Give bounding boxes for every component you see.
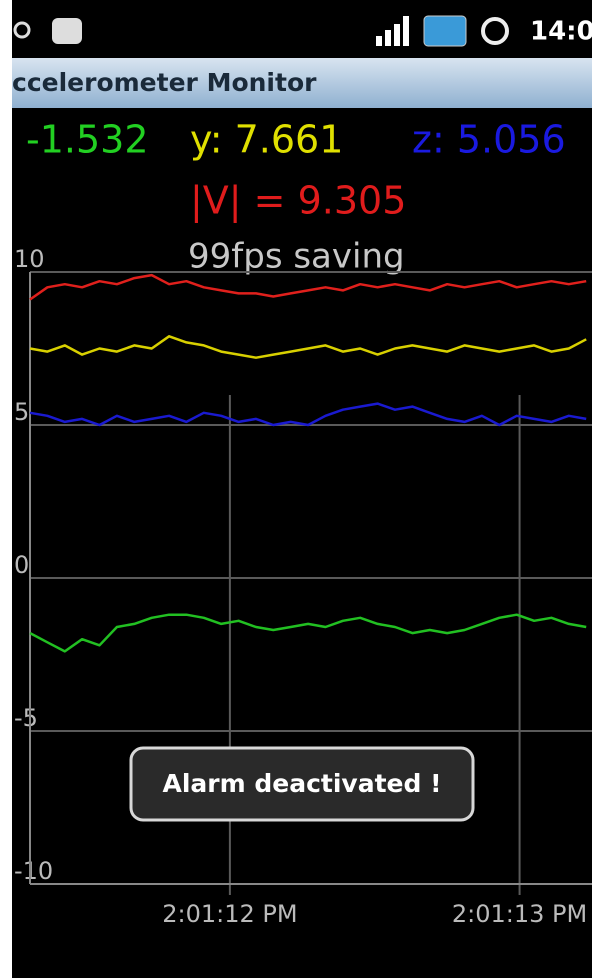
z-readout: z: 5.056 xyxy=(412,118,566,162)
status-text: 99fps saving xyxy=(188,237,405,277)
status-bar: 14:0 xyxy=(12,0,592,58)
x-readout: -1.532 xyxy=(26,118,149,162)
toast-text: Alarm deactivated ! xyxy=(162,769,441,798)
app-title: ccelerometer Monitor xyxy=(12,68,317,97)
signal-bar xyxy=(403,16,409,46)
x-tick-label: 2:01:12 PM xyxy=(162,900,297,928)
magnitude-readout: |V| = 9.305 xyxy=(190,179,406,224)
android-icon xyxy=(52,18,82,44)
y-tick-label: 10 xyxy=(14,245,45,273)
y-readout: y: 7.661 xyxy=(190,118,343,162)
status-time: 14:0 xyxy=(530,17,592,47)
y-tick-label: 0 xyxy=(14,551,29,579)
signal-bar xyxy=(394,24,400,46)
y-tick-label: -10 xyxy=(14,857,53,885)
battery-icon xyxy=(424,16,466,46)
signal-bar xyxy=(385,30,391,46)
x-tick-label: 2:01:13 PM xyxy=(452,900,587,928)
screen: 14:0 ccelerometer Monitor -1.532 y: 7.66… xyxy=(0,0,592,978)
signal-bar xyxy=(376,36,382,46)
y-tick-label: 5 xyxy=(14,398,29,426)
y-tick-label: -5 xyxy=(14,704,38,732)
page: 14:0 ccelerometer Monitor -1.532 y: 7.66… xyxy=(0,0,592,978)
